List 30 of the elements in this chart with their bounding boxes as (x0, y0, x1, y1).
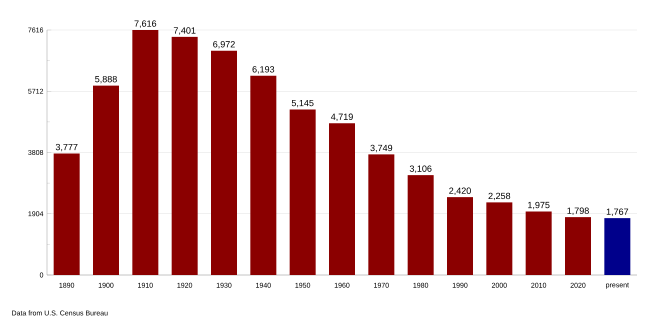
data-label: 3,777 (56, 144, 78, 152)
data-label: 7,616 (134, 20, 156, 28)
bar (565, 217, 591, 275)
data-label: 3,106 (410, 165, 432, 173)
data-label: 6,193 (252, 66, 274, 74)
data-label: 2,420 (449, 188, 471, 195)
data-label: 4,719 (330, 114, 353, 121)
data-label: 1,975 (528, 202, 550, 210)
data-label: 6,972 (213, 41, 235, 49)
bar (604, 218, 630, 275)
bar (93, 86, 120, 275)
bar (368, 154, 394, 275)
bar (211, 50, 238, 275)
bar (408, 175, 434, 275)
data-label: 7,401 (174, 27, 196, 35)
bar (290, 109, 316, 275)
bar (172, 36, 198, 275)
bar (526, 211, 552, 275)
data-label: 2,258 (488, 192, 510, 200)
bar (132, 30, 158, 275)
bar (250, 76, 276, 275)
bar (486, 202, 512, 275)
bar (54, 153, 80, 275)
data-label: 5,888 (95, 76, 117, 84)
data-label: 1,798 (567, 208, 589, 215)
bar (447, 197, 474, 275)
data-label: 5,145 (292, 100, 314, 108)
bar (329, 123, 355, 275)
data-label: 1,767 (606, 208, 628, 216)
data-label: 3,749 (370, 144, 392, 152)
